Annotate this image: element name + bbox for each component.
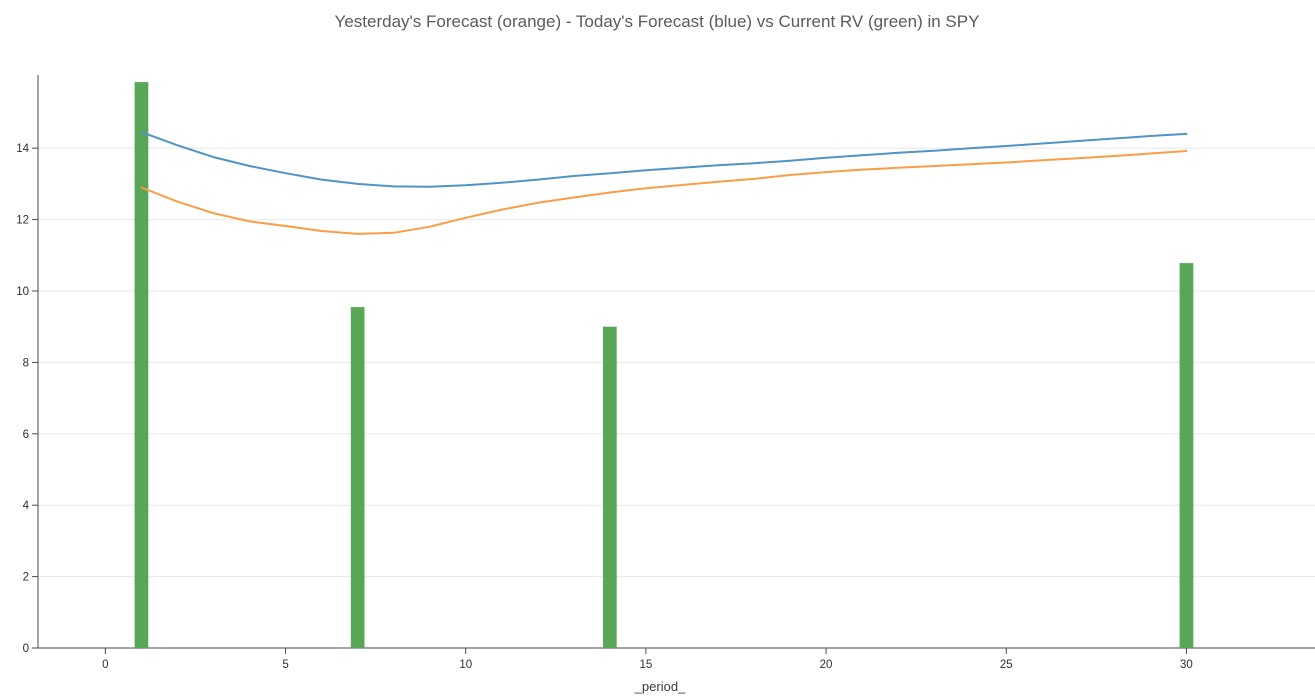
x-tick-label: 0 (102, 659, 108, 671)
bar-current-rv (1179, 263, 1194, 648)
bar-current-rv (134, 82, 149, 649)
chart-title: Yesterday's Forecast (orange) - Today's … (335, 12, 980, 31)
x-tick-label: 30 (1180, 659, 1193, 671)
y-tick-label: 10 (16, 286, 29, 298)
bar-current-rv (603, 326, 617, 648)
x-tick-label: 15 (639, 659, 652, 671)
y-tick-label: 4 (23, 500, 30, 512)
bar-current-rv (350, 307, 365, 648)
x-tick-label: 20 (820, 659, 833, 671)
x-tick-label: 10 (459, 659, 472, 671)
plot-area: 0 2 4 6 8 10 12 14 0 5 10 15 20 25 30 (16, 75, 1315, 671)
y-tick-label: 6 (23, 429, 29, 441)
line-todays-forecast (140, 131, 1188, 188)
y-tick-label: 14 (16, 143, 29, 155)
x-tick-label: 25 (1000, 659, 1013, 671)
line-yesterdays-forecast (140, 150, 1188, 235)
y-tick-label: 8 (23, 357, 29, 369)
y-tick-label: 12 (16, 215, 29, 227)
x-axis-title: _period_ (634, 679, 686, 694)
x-tick-label: 5 (282, 659, 288, 671)
y-tick-label: 0 (23, 643, 29, 655)
y-tick-label: 2 (23, 572, 29, 584)
